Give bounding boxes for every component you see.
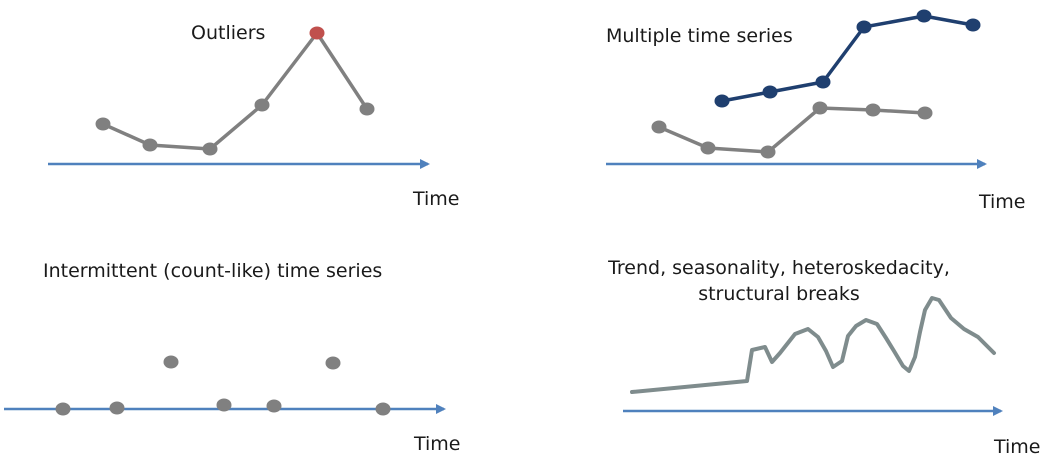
multiple-series-point-1 [714, 94, 730, 108]
multiple-title: Multiple time series [606, 25, 793, 47]
multiple-series-point-1 [856, 20, 872, 34]
outliers-series-point [202, 142, 218, 156]
multiple-series-point-1 [916, 9, 932, 23]
trend-curve [630, 296, 996, 394]
intermittent-point [266, 399, 282, 413]
intermittent-point [163, 355, 179, 369]
intermittent-point [216, 398, 232, 412]
outliers-series-line [101, 31, 369, 151]
intermittent-point [55, 402, 71, 416]
multiple-series-point-2 [865, 103, 881, 117]
intermittent-point [325, 356, 341, 370]
outliers-title: Outliers [191, 22, 266, 44]
intermittent-point [109, 401, 125, 415]
multiple-series-point-1 [815, 75, 831, 89]
outliers-series-point [142, 138, 158, 152]
trend-title-line2: structural breaks [698, 283, 860, 305]
multiple-series-point-2 [812, 101, 828, 115]
multiple-series-line-2 [657, 106, 927, 154]
trend-title-line1: Trend, seasonality, heteroskedacity, [608, 257, 950, 279]
intermittent-title: Intermittent (count-like) time series [43, 260, 383, 282]
outliers-time-label: Time [413, 188, 460, 210]
multiple-series-point-1 [762, 85, 778, 99]
intermittent-time-label: Time [414, 433, 461, 455]
multiple-series-point-2 [651, 120, 667, 134]
outliers-series-point [95, 117, 111, 131]
outliers-series-point [359, 102, 375, 116]
multiple-series-point-2 [917, 106, 933, 120]
outlier-point [309, 26, 325, 40]
intermittent-point [375, 402, 391, 416]
multiple-series-line-1 [720, 14, 975, 103]
multiple-series-point-1 [965, 18, 981, 32]
multiple-time-label: Time [979, 191, 1026, 213]
trend-time-label: Time [994, 436, 1041, 458]
series-marks [55, 9, 996, 416]
multiple-series-point-2 [760, 145, 776, 159]
outliers-series-point [254, 98, 270, 112]
multiple-series-point-2 [700, 141, 716, 155]
